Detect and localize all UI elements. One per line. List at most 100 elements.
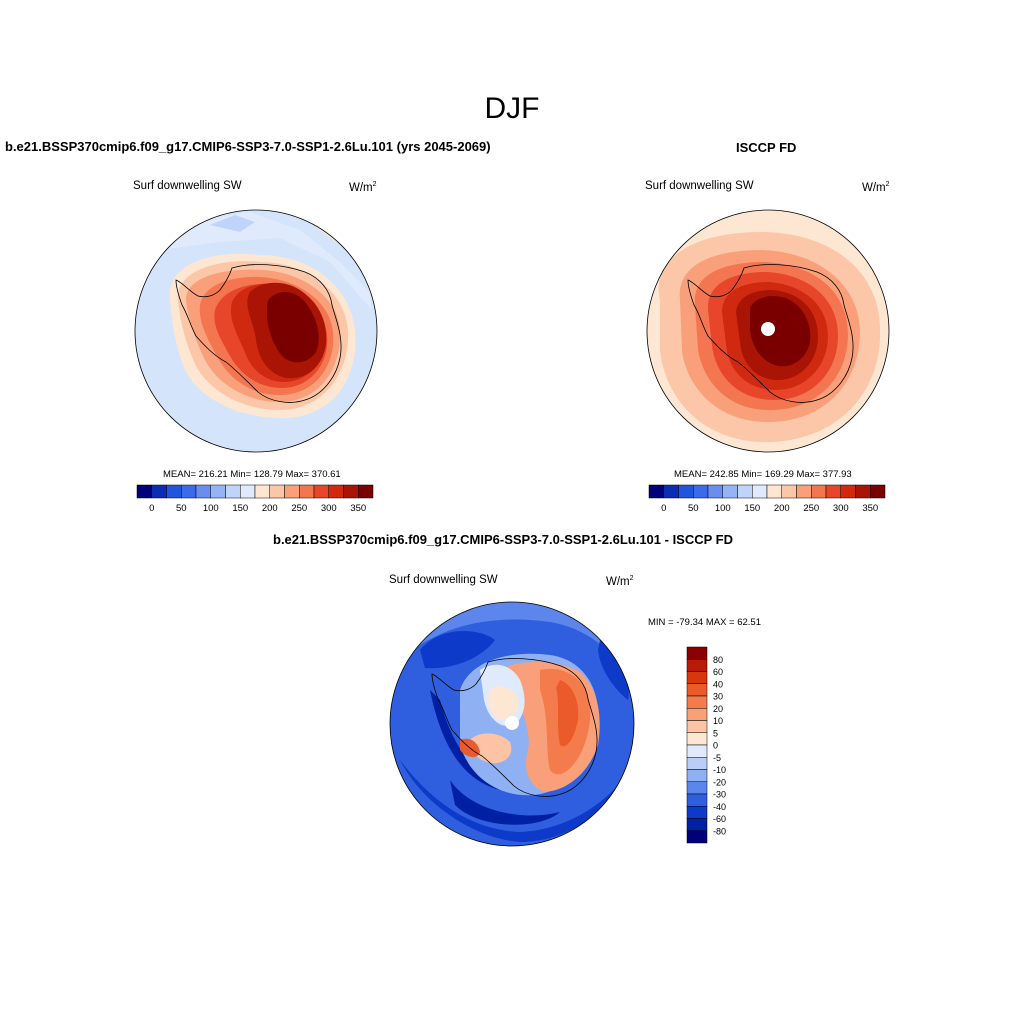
colorbar-3-swatch — [686, 757, 708, 770]
colorbar-1-swatch — [151, 484, 167, 499]
colorbar-1-tick-label: 350 — [350, 503, 366, 514]
panel-1-variable-label: Surf downwelling SW — [133, 180, 242, 192]
colorbar-1-swatch — [240, 484, 256, 499]
colorbar-1-swatch — [210, 484, 226, 499]
colorbar-3-swatch — [686, 671, 708, 684]
colorbar-3-swatch — [686, 769, 708, 782]
colorbar-3-tick-label: -40 — [713, 802, 726, 812]
panel-3-units: W/m2 — [606, 575, 634, 588]
colorbar-3-tick-label: -20 — [713, 777, 726, 787]
colorbar-1-swatch — [358, 484, 374, 499]
colorbar-3-tick-label: 40 — [713, 679, 723, 689]
colorbar-1-swatch — [299, 484, 315, 499]
colorbar-3-tick-label: 30 — [713, 692, 723, 702]
panel-2-stats: MEAN= 242.85 Min= 169.29 Max= 377.93 — [674, 469, 852, 480]
colorbar-3-tick-label: 0 — [713, 741, 718, 751]
colorbar-2-swatch — [678, 484, 694, 499]
colorbar-2-swatch — [722, 484, 738, 499]
figure-title: DJF — [484, 92, 540, 125]
colorbar-3-swatch — [686, 646, 708, 660]
panel-3-stats: MIN = -79.34 MAX = 62.51 — [648, 617, 762, 628]
colorbar-2-swatch — [648, 484, 664, 499]
colorbar-3-swatch — [686, 830, 708, 844]
colorbar-1-swatch — [136, 484, 152, 499]
colorbar-2-swatch — [707, 484, 723, 499]
colorbar-3-tick-label: 60 — [713, 667, 723, 677]
colorbar-2-swatch — [737, 484, 753, 499]
colorbar-3-swatch — [686, 708, 708, 721]
colorbar-1-swatch — [313, 484, 329, 499]
colorbar-1-swatch — [328, 484, 344, 499]
colorbar-1-tick-label: 300 — [321, 503, 337, 514]
colorbar-3-tick-label: 20 — [713, 704, 723, 714]
colorbar-2-tick-label: 0 — [661, 503, 666, 514]
colorbar-3-swatch — [686, 806, 708, 819]
pole-hole-diff — [505, 716, 519, 730]
colorbar-2-tick-label: 250 — [803, 503, 819, 514]
colorbar-1-tick-label: 0 — [149, 503, 154, 514]
colorbar-3-swatch — [686, 781, 708, 795]
map-diff-border — [389, 601, 635, 847]
pole-hole — [761, 322, 775, 336]
colorbar-1-swatch — [181, 484, 197, 499]
colorbar-3-swatch — [686, 793, 708, 807]
colorbar-2-swatch — [855, 484, 871, 499]
colorbar-2-tick-label: 300 — [833, 503, 849, 514]
colorbar-2-swatch — [811, 484, 827, 499]
panel-2-units: W/m2 — [862, 181, 890, 194]
colorbar-2-swatch — [781, 484, 797, 499]
panel-2-variable-label: Surf downwelling SW — [645, 180, 754, 192]
colorbar-2-swatch — [870, 484, 886, 499]
colorbar-1-tick-label: 100 — [203, 503, 219, 514]
colorbar-2-swatch — [825, 484, 841, 499]
colorbar-3-tick-label: 80 — [713, 655, 723, 665]
panel-2-title: ISCCP FD — [736, 140, 797, 155]
colorbar-1-tick-label: 50 — [176, 503, 187, 514]
colorbar-2-swatch — [693, 484, 709, 499]
panel-1-stats: MEAN= 216.21 Min= 128.79 Max= 370.61 — [163, 469, 341, 480]
colorbar-3-swatch — [686, 720, 708, 733]
colorbar-2-swatch — [663, 484, 679, 499]
map-obs — [647, 210, 889, 452]
colorbar-2-swatch — [752, 484, 768, 499]
colorbar-1-swatch — [225, 484, 241, 499]
colorbar-3-swatch — [686, 683, 708, 697]
colorbar-2-tick-label: 150 — [744, 503, 760, 514]
colorbar-3-tick-label: 10 — [713, 716, 723, 726]
colorbar-1-tick-label: 200 — [262, 503, 278, 514]
colorbar-2-tick-label: 100 — [715, 503, 731, 514]
colorbar-3-swatch — [686, 659, 708, 672]
colorbar-1-swatch — [343, 484, 359, 499]
colorbar-3-tick-label: -30 — [713, 790, 726, 800]
colorbar-3-swatch — [686, 732, 708, 746]
map-model — [135, 210, 377, 452]
colorbar-2-tick-label: 50 — [688, 503, 699, 514]
panel-3-variable-label: Surf downwelling SW — [389, 574, 498, 586]
colorbar-1-swatch — [254, 484, 270, 499]
panel-1-title: b.e21.BSSP370cmip6.f09_g17.CMIP6-SSP3-7.… — [5, 139, 491, 154]
colorbar-2-tick-label: 200 — [774, 503, 790, 514]
colorbar-2-swatch — [840, 484, 856, 499]
colorbar-1-swatch — [195, 484, 211, 499]
colorbar-3-tick-label: -5 — [713, 753, 721, 763]
colorbar-2-tick-label: 350 — [862, 503, 878, 514]
colorbar-1-swatch — [166, 484, 182, 499]
colorbar-2-swatch — [796, 484, 812, 499]
map-model-border — [134, 209, 378, 453]
colorbar-3-tick-label: 5 — [713, 728, 718, 738]
map-diff — [390, 602, 634, 846]
colorbar-3-swatch — [686, 744, 708, 758]
panel-1-units: W/m2 — [349, 181, 377, 194]
colorbar-1-tick-label: 150 — [232, 503, 248, 514]
colorbar-3-tick-label: -80 — [713, 826, 726, 836]
colorbar-3-tick-label: -10 — [713, 765, 726, 775]
colorbar-1-tick-label: 250 — [291, 503, 307, 514]
panel-3-title: b.e21.BSSP370cmip6.f09_g17.CMIP6-SSP3-7.… — [273, 532, 734, 547]
colorbar-1-swatch — [284, 484, 300, 499]
colorbar-2-swatch — [766, 484, 782, 499]
colorbar-3-tick-label: -60 — [713, 814, 726, 824]
colorbar-3-swatch — [686, 695, 708, 709]
map-obs-border — [646, 209, 890, 453]
colorbar-1-swatch — [269, 484, 285, 499]
